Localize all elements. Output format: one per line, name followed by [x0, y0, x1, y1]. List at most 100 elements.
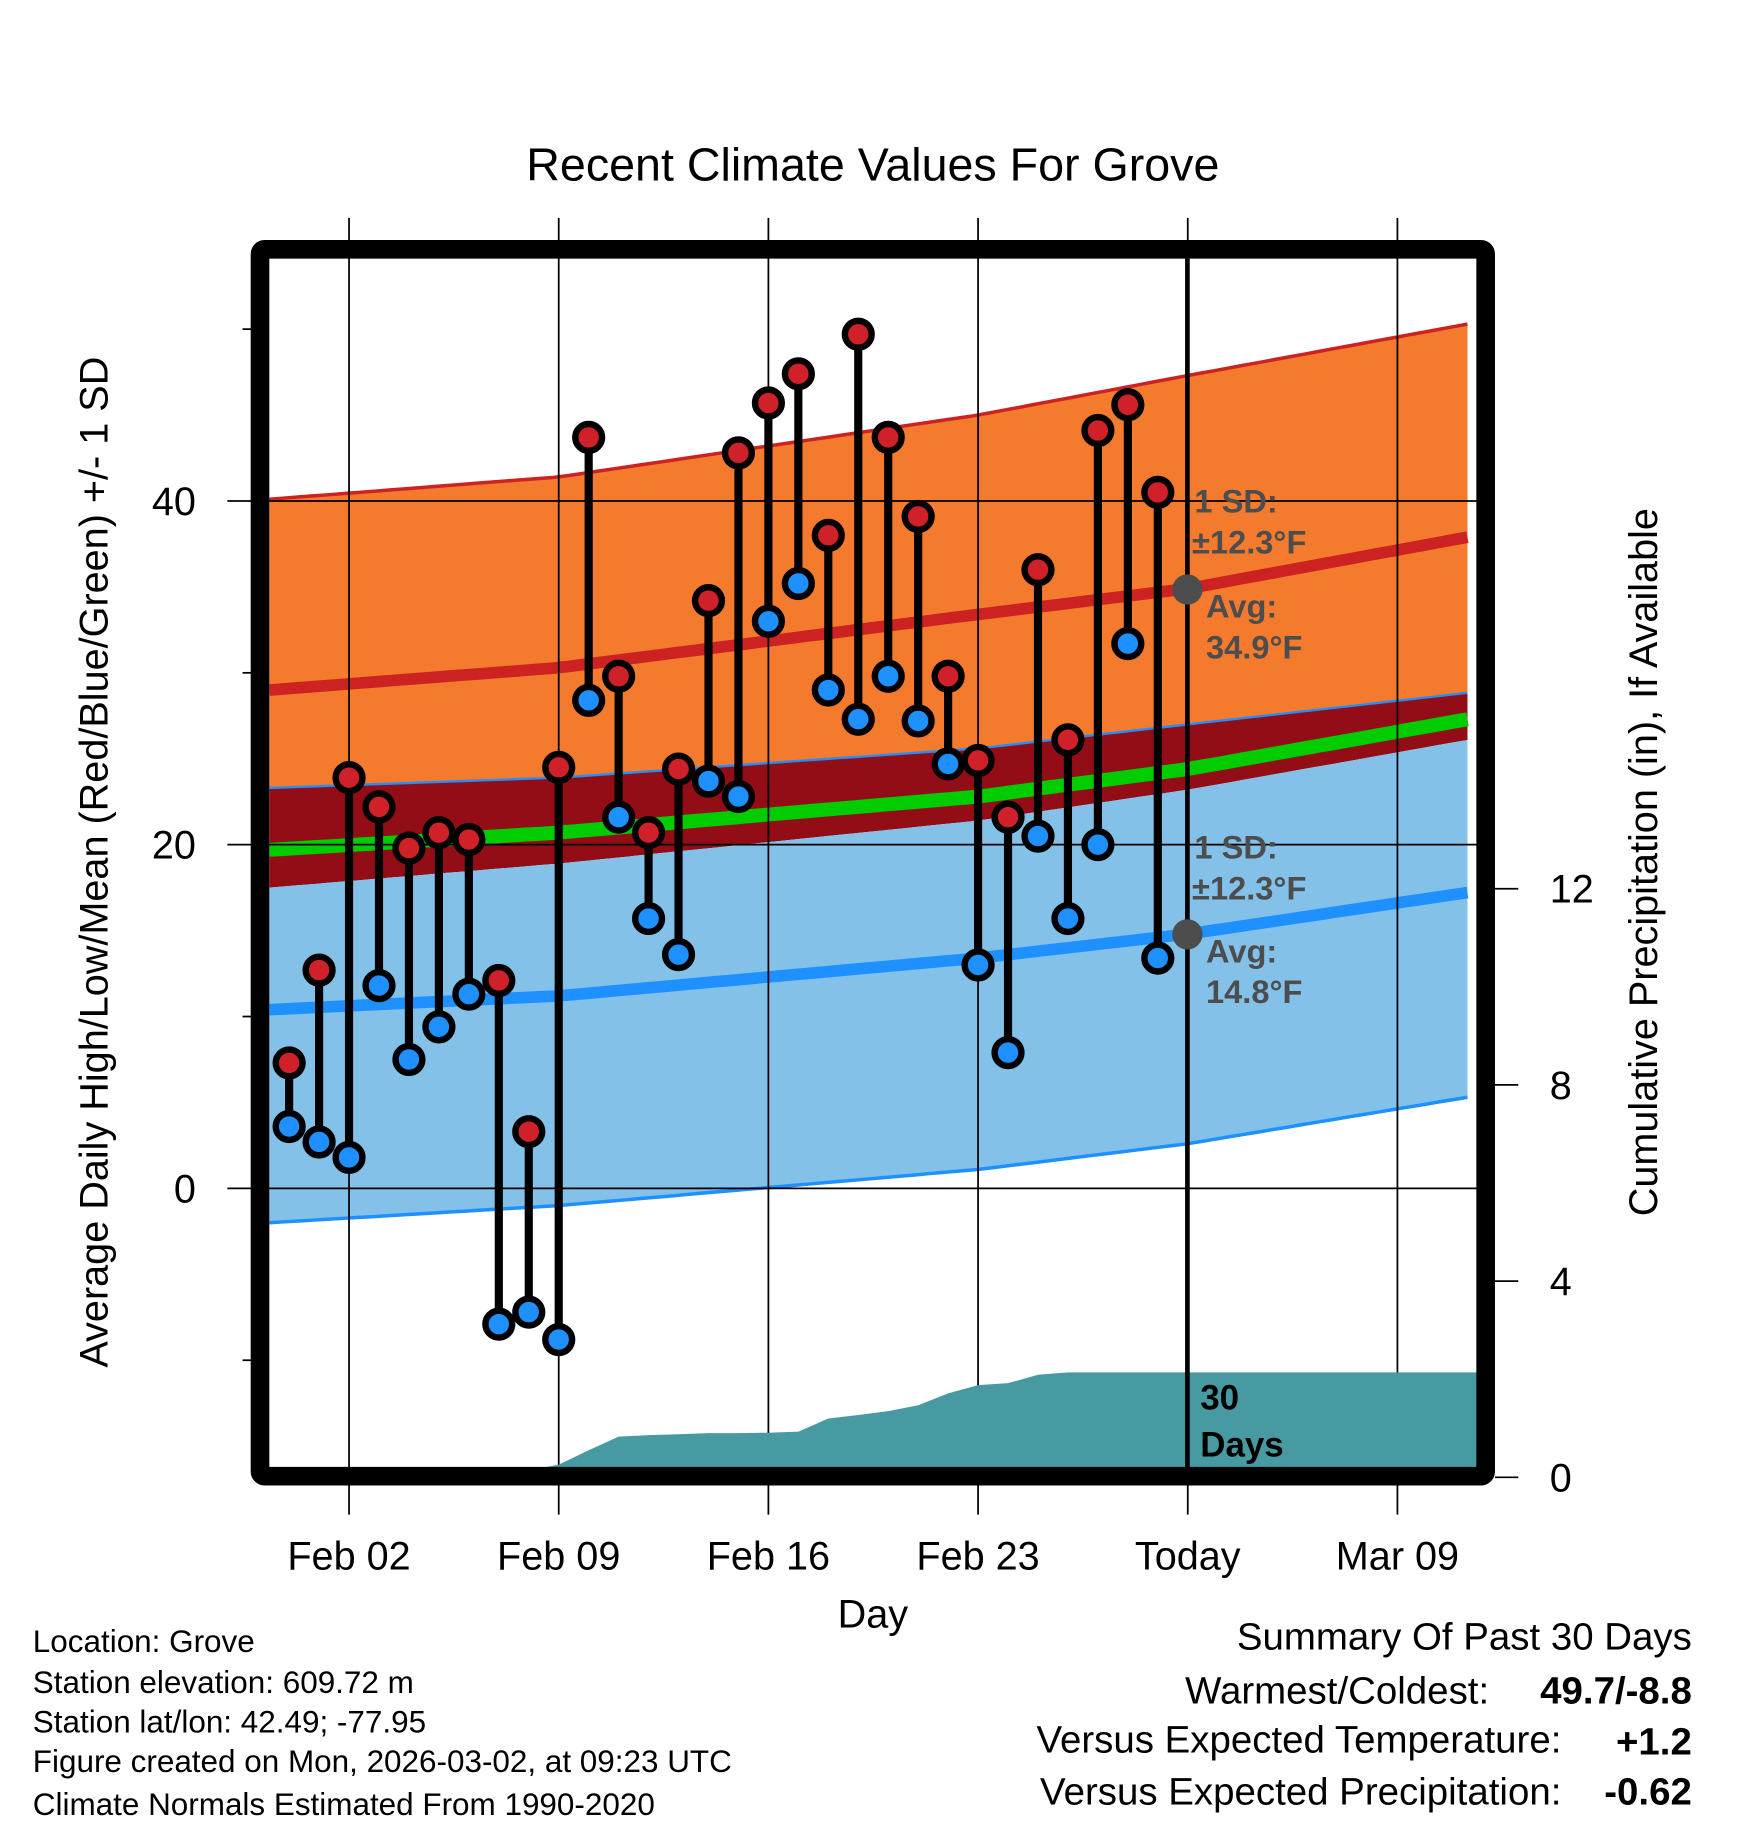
- low-point: [512, 1295, 546, 1329]
- high-point: [1111, 388, 1145, 422]
- low-point: [392, 1042, 426, 1077]
- period-unit: Days: [1200, 1425, 1284, 1464]
- y2-tick-label: 0: [1550, 1456, 1572, 1500]
- axes: Feb 02 Feb 09 Feb 16 Feb 23 Today Mar 0902040…: [152, 328, 1594, 1578]
- low-point: [602, 800, 636, 834]
- high-plus-sd-line: [269, 322, 1468, 501]
- high-point: [302, 953, 336, 987]
- high-point: [272, 1046, 306, 1080]
- low-point: [991, 1036, 1025, 1070]
- observed-points: [272, 317, 1175, 1357]
- precip-vs-expected-label: Versus Expected Precipitation:: [1040, 1771, 1561, 1814]
- y2-axis-label: Cumulative Precipitation (in), If Availa…: [1622, 508, 1666, 1216]
- y-tick-label: 0: [174, 1167, 196, 1211]
- high-point: [362, 790, 396, 824]
- high-point: [572, 420, 606, 454]
- x-tick-label: Feb 09: [497, 1534, 620, 1578]
- high-point: [1051, 723, 1085, 757]
- station-info: Location: Grove Station elevation: 609.7…: [33, 1624, 732, 1822]
- annotations: 1 SD: ±12.3°F Avg: 34.9°F 1 SD: ±12.3°F …: [1172, 483, 1306, 1464]
- low-sd-band: [269, 739, 1468, 1223]
- high-point: [1081, 413, 1115, 448]
- low-avg-marker: [1172, 919, 1203, 950]
- temp-vs-expected-label: Versus Expected Temperature:: [1036, 1718, 1561, 1761]
- high-sd-label: 1 SD:: [1194, 483, 1277, 520]
- low-point: [931, 747, 965, 781]
- y2-tick-label: 12: [1550, 868, 1594, 912]
- high-avg-label: Avg:: [1206, 587, 1277, 624]
- high-point: [871, 420, 905, 454]
- high-avg-value: 34.9°F: [1206, 628, 1302, 665]
- high-point: [841, 317, 875, 351]
- plot-frame: [250, 240, 1495, 1486]
- chart-title: Recent Climate Values For Grove: [526, 139, 1219, 191]
- low-point: [572, 683, 606, 717]
- high-point: [811, 518, 845, 552]
- normals-bands: [269, 322, 1469, 1225]
- low-point: [542, 1322, 576, 1357]
- high-mean-line: [269, 531, 1469, 696]
- y-tick-label: 20: [152, 824, 196, 868]
- high-point: [901, 499, 935, 534]
- latlon-text: Station lat/lon: 42.49; -77.95: [33, 1704, 426, 1739]
- low-point: [781, 566, 815, 601]
- x-axis-label: Day: [838, 1593, 909, 1637]
- x-tick-label: Mar 09: [1336, 1534, 1459, 1578]
- high-avg-marker: [1172, 574, 1203, 605]
- location-text: Location: Grove: [33, 1624, 255, 1659]
- low-point: [422, 1010, 456, 1044]
- high-minus-sd-line: [269, 691, 1468, 790]
- y2-tick-label: 8: [1550, 1064, 1572, 1108]
- high-point: [931, 659, 965, 693]
- temp-vs-expected-value: +1.2: [1616, 1721, 1692, 1764]
- low-avg-label: Avg:: [1206, 932, 1277, 969]
- precip-area: [541, 1372, 1478, 1468]
- low-point: [272, 1109, 306, 1144]
- low-point: [661, 938, 696, 972]
- low-point: [1141, 941, 1175, 975]
- high-point: [602, 659, 636, 693]
- low-point: [1111, 627, 1145, 661]
- low-point: [1081, 828, 1115, 862]
- high-point: [422, 816, 456, 850]
- precip-area-group: [541, 1372, 1478, 1468]
- warmest-coldest-value: 49.7/-8.8: [1540, 1669, 1692, 1712]
- high-point: [512, 1115, 546, 1149]
- low-minus-sd-line: [269, 1095, 1468, 1225]
- low-point: [871, 659, 905, 693]
- summary-panel: Summary Of Past 30 Days Warmest/Coldest:…: [1036, 1616, 1691, 1814]
- normals-text: Climate Normals Estimated From 1990-2020: [33, 1787, 655, 1822]
- x-tick-label: Feb 02: [287, 1534, 410, 1578]
- low-sd-value: ±12.3°F: [1192, 869, 1306, 906]
- y-tick-label: 40: [152, 480, 196, 524]
- precip-vs-expected-value: -0.62: [1604, 1771, 1692, 1814]
- high-point: [631, 816, 666, 850]
- high-point: [452, 822, 486, 857]
- x-tick-label: Today: [1135, 1534, 1241, 1578]
- high-point: [482, 963, 516, 998]
- low-point: [1051, 901, 1085, 936]
- low-avg-value: 14.8°F: [1206, 973, 1302, 1010]
- high-point: [332, 761, 366, 795]
- high-point: [751, 386, 786, 420]
- low-point: [631, 901, 666, 936]
- mid-band: [269, 692, 1468, 888]
- high-point: [961, 743, 995, 778]
- low-point: [721, 779, 756, 814]
- high-point: [661, 752, 696, 786]
- created-text: Figure created on Mon, 2026-03-02, at 09…: [33, 1744, 732, 1779]
- low-point: [332, 1140, 366, 1175]
- high-point: [691, 584, 726, 618]
- high-point: [991, 800, 1025, 834]
- low-point: [841, 702, 875, 736]
- high-sd-value: ±12.3°F: [1192, 523, 1306, 560]
- low-point: [452, 977, 486, 1011]
- low-point: [751, 604, 786, 638]
- high-point: [721, 436, 756, 470]
- x-tick-label: Feb 16: [707, 1534, 830, 1578]
- high-point: [392, 831, 426, 865]
- summary-title: Summary Of Past 30 Days: [1237, 1616, 1692, 1659]
- low-sd-label: 1 SD:: [1194, 829, 1277, 866]
- warmest-coldest-label: Warmest/Coldest:: [1185, 1669, 1489, 1712]
